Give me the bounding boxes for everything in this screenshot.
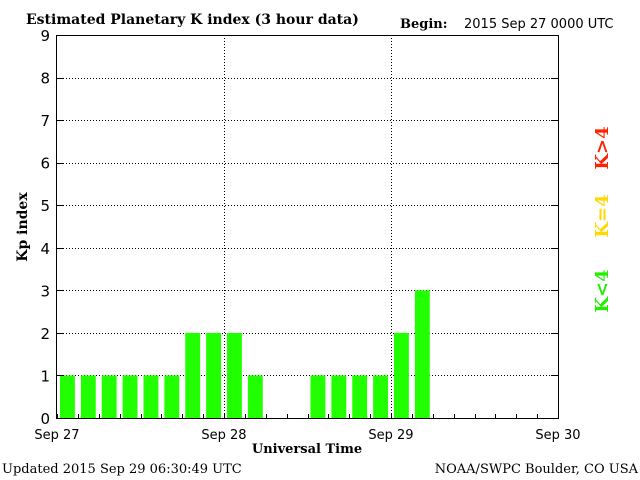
kp-bar — [122, 375, 138, 418]
y-tick-label: 4 — [40, 240, 50, 258]
kp-bar — [373, 375, 389, 418]
kp-bar — [101, 375, 117, 418]
legend-k-equal-4: K=4 — [592, 194, 613, 237]
kp-bar — [310, 375, 326, 418]
kp-bar — [143, 375, 159, 418]
kp-bar — [352, 375, 368, 418]
x-tick-label: Sep 27 — [34, 428, 79, 443]
kp-bar — [394, 332, 409, 418]
y-tick-label: 9 — [40, 27, 50, 45]
kp-bar — [227, 332, 242, 418]
kp-bar — [247, 375, 263, 418]
x-tick-label: Sep 29 — [368, 428, 413, 443]
y-tick-label: 3 — [40, 282, 50, 300]
kp-bar — [164, 375, 180, 418]
y-tick-label: 7 — [40, 112, 50, 130]
y-axis-ticks: 0 1 2 3 4 5 6 7 8 9 — [40, 27, 558, 428]
kp-bar — [60, 375, 75, 418]
credit-text: NOAA/SWPC Boulder, CO USA — [435, 462, 639, 477]
begin-value: 2015 Sep 27 0000 UTC — [464, 17, 614, 32]
y-tick-label: 8 — [40, 70, 50, 88]
legend-k-less-4: K<4 — [592, 269, 613, 312]
kp-bar — [414, 290, 430, 418]
plot-frame — [56, 35, 559, 419]
x-axis-ticks: Sep 27 Sep 28 Sep 29 Sep 30 — [34, 414, 581, 443]
bar-series — [60, 290, 430, 418]
chart-title: Estimated Planetary K index (3 hour data… — [26, 12, 359, 28]
y-tick-label: 5 — [40, 197, 50, 215]
begin-label: Begin: — [400, 17, 448, 32]
legend-k-greater-4: K>4 — [592, 126, 613, 169]
y-tick-label: 2 — [40, 325, 50, 343]
kp-bar — [206, 332, 222, 418]
x-tick-label: Sep 30 — [535, 428, 580, 443]
y-axis-label: Kp index — [15, 192, 31, 262]
x-tick-label: Sep 28 — [201, 428, 246, 443]
y-tick-label: 1 — [40, 367, 50, 385]
updated-timestamp: Updated 2015 Sep 29 06:30:49 UTC — [2, 462, 242, 477]
y-tick-label: 6 — [40, 155, 50, 173]
x-axis-label: Universal Time — [252, 442, 362, 457]
kp-bar — [80, 375, 96, 418]
kp-bar — [185, 332, 201, 418]
kp-bar — [331, 375, 347, 418]
y-tick-label: 0 — [40, 410, 50, 428]
grid-lines — [57, 35, 558, 418]
